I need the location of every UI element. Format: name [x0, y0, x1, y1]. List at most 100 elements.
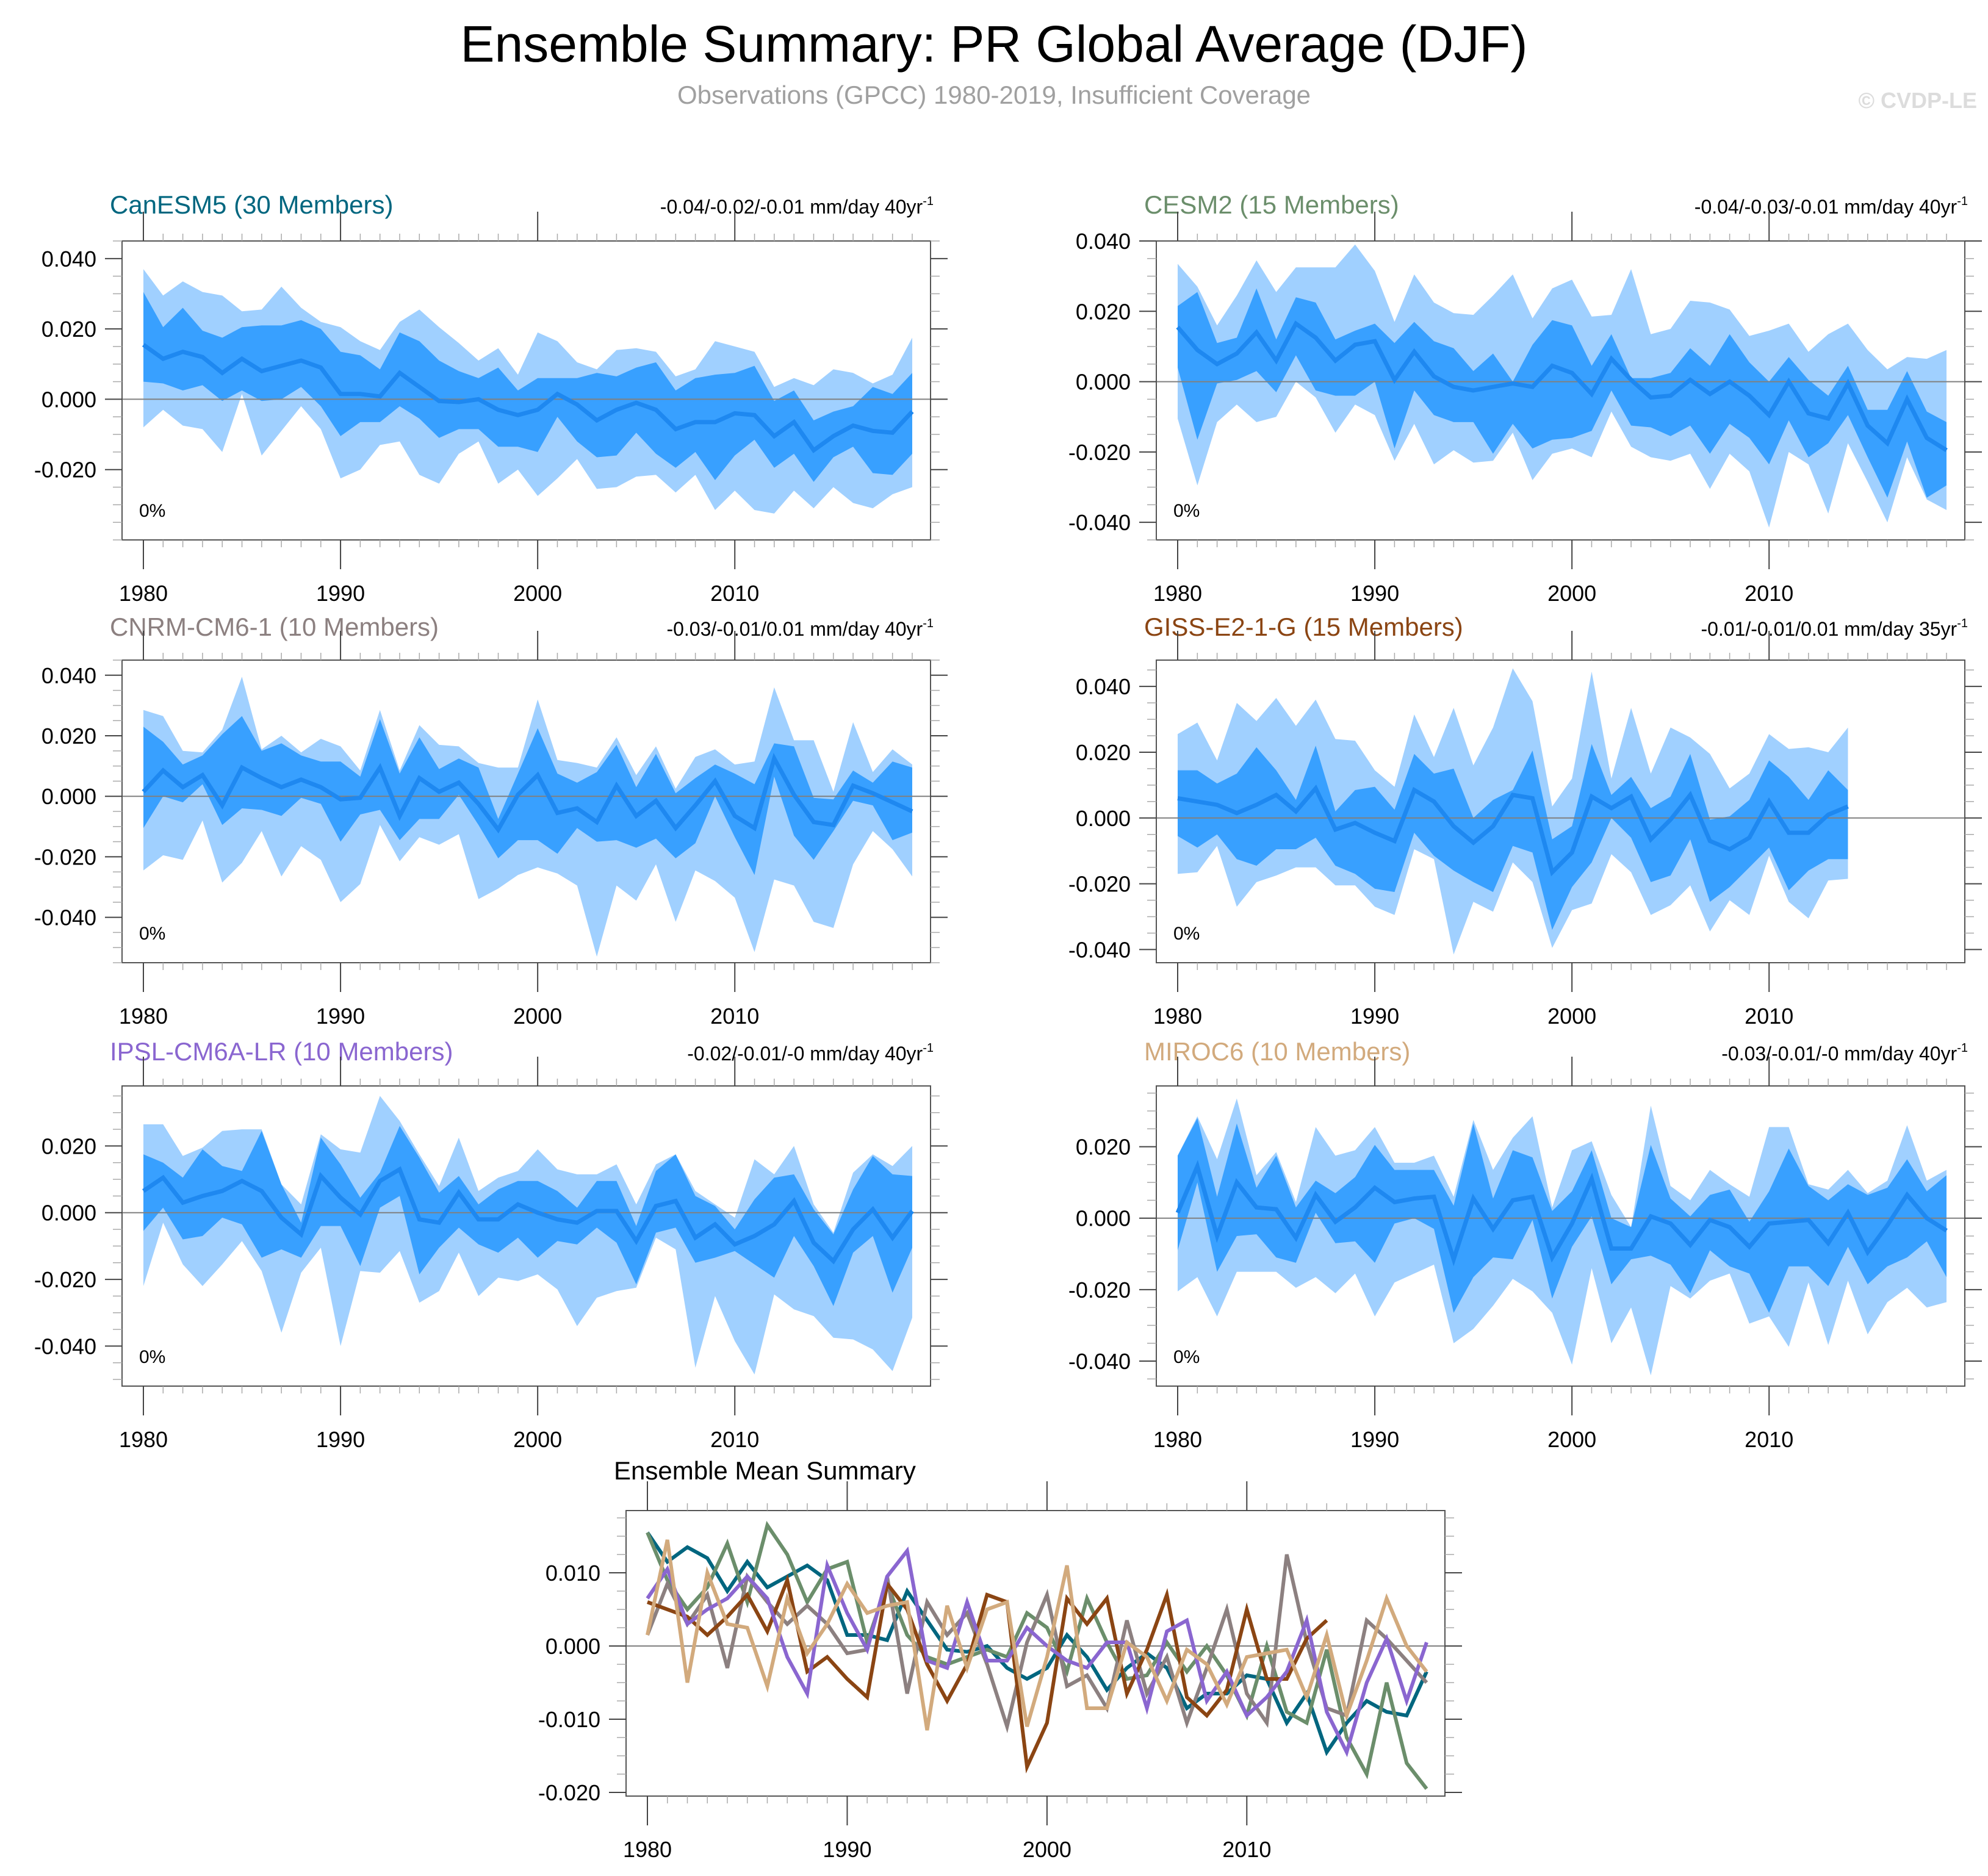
plot-frame [625, 1510, 1446, 1797]
figure-title: Ensemble Summary: PR Global Average (DJF… [460, 15, 1528, 73]
y-tick-label: 0.040 [1076, 229, 1131, 254]
x-tick-label: 2000 [1547, 1004, 1596, 1029]
x-tick-label: 2000 [1547, 1427, 1596, 1452]
x-tick-label: 1990 [1350, 581, 1399, 606]
figure-subtitle: Observations (GPCC) 1980-2019, Insuffici… [677, 81, 1311, 109]
y-tick-label: -0.040 [34, 905, 96, 930]
ensemble-mean-line [142, 1166, 914, 1265]
x-tick-label: 1980 [1153, 1427, 1202, 1452]
y-tick-label: 0.020 [41, 317, 96, 342]
coverage-annotation: 0% [139, 501, 165, 521]
x-tick-label: 2000 [513, 581, 562, 606]
trend-label: -0.02/-0.01/-0 mm/day 40yr-1 [687, 1041, 934, 1065]
x-tick-label: 1990 [316, 1004, 365, 1029]
x-tick-label: 1980 [119, 581, 168, 606]
x-tick-label: 1990 [1350, 1427, 1399, 1452]
x-tick-label: 2010 [710, 1004, 759, 1029]
panel-title: CESM2 (15 Members) [1144, 190, 1399, 219]
trend-text: -0.03/-0.01/0.01 mm/day 40yr [666, 618, 923, 640]
panel-3: GISS-E2-1-G (15 Members) -0.01/-0.01/0.01… [1068, 613, 1982, 1029]
trend-superscript: -1 [923, 195, 934, 208]
ensemble-mean-line [142, 752, 913, 834]
coverage-annotation: 0% [139, 924, 165, 944]
x-tick-label: 2010 [710, 1427, 759, 1452]
trend-text: -0.01/-0.01/0.01 mm/day 35yr [1701, 618, 1957, 640]
trend-superscript: -1 [923, 617, 934, 630]
y-tick-label: -0.020 [538, 1780, 600, 1805]
panel-title: GISS-E2-1-G (15 Members) [1144, 613, 1463, 641]
x-tick-label: 2010 [1222, 1837, 1271, 1862]
y-tick-label: 0.040 [1076, 674, 1131, 699]
x-tick-label: 2010 [1745, 581, 1793, 606]
series-line-miroc6 [646, 1539, 1428, 1731]
plot-frame [1156, 240, 1965, 541]
trend-label: -0.01/-0.01/0.01 mm/day 35yr-1 [1701, 617, 1968, 640]
x-tick-label: 1990 [316, 1427, 365, 1452]
trend-label: -0.03/-0.01/-0 mm/day 40yr-1 [1721, 1041, 1968, 1065]
x-tick-label: 2000 [1547, 581, 1596, 606]
x-tick-label: 1990 [823, 1837, 871, 1862]
panel-1: CESM2 (15 Members) -0.04/-0.03/-0.01 mm/d… [1068, 190, 1982, 606]
x-tick-label: 2000 [513, 1004, 562, 1029]
panel-6: Ensemble Mean Summary 1980 1990 2000 2010 -0.… [538, 1456, 1462, 1862]
trend-label: -0.04/-0.03/-0.01 mm/day 40yr-1 [1694, 195, 1968, 218]
plot-frame [121, 240, 931, 541]
coverage-annotation: 0% [139, 1347, 165, 1367]
y-tick-label: 0.020 [41, 724, 96, 749]
trend-text: -0.04/-0.02/-0.01 mm/day 40yr [660, 196, 923, 218]
panel-5: MIROC6 (10 Members) -0.03/-0.01/-0 mm/day… [1068, 1037, 1982, 1452]
trend-superscript: -1 [923, 1041, 934, 1055]
x-tick-label: 1980 [1153, 1004, 1202, 1029]
y-tick-label: 0.000 [1076, 806, 1131, 831]
ensemble-mean-line [1176, 320, 1948, 452]
y-tick-label: 0.010 [546, 1561, 600, 1586]
inner-spread-band [1178, 744, 1848, 930]
trend-text: -0.04/-0.03/-0.01 mm/day 40yr [1694, 196, 1957, 218]
series-line-cnrm-cm6-1 [646, 1554, 1428, 1734]
y-tick-label: 0.020 [1076, 1135, 1131, 1160]
y-tick-label: 0.000 [41, 1201, 96, 1226]
panel-title: Ensemble Mean Summary [614, 1456, 916, 1485]
y-tick-label: 0.000 [41, 784, 96, 809]
y-tick-label: -0.020 [34, 844, 96, 869]
trend-text: -0.02/-0.01/-0 mm/day 40yr [687, 1043, 923, 1065]
inner-spread-band [1178, 1118, 1947, 1313]
y-tick-label: -0.040 [1068, 510, 1131, 535]
inner-spread-band [143, 292, 912, 482]
y-tick-label: -0.020 [1068, 1278, 1131, 1303]
y-tick-label: 0.000 [41, 387, 96, 412]
y-tick-label: 0.040 [41, 663, 96, 688]
y-tick-label: -0.040 [34, 1334, 96, 1359]
panel-2: CNRM-CM6-1 (10 Members) -0.03/-0.01/0.01 … [34, 613, 948, 1029]
coverage-annotation: 0% [1173, 501, 1200, 521]
trend-label: -0.04/-0.02/-0.01 mm/day 40yr-1 [660, 195, 934, 218]
inner-spread-band [143, 716, 912, 875]
y-tick-label: 0.020 [1076, 299, 1131, 324]
y-tick-label: -0.010 [538, 1707, 600, 1732]
x-tick-label: 2010 [1745, 1004, 1793, 1029]
panel-title: CNRM-CM6-1 (10 Members) [110, 613, 439, 641]
y-tick-label: 0.000 [546, 1634, 600, 1659]
ensemble-mean-line [1177, 784, 1849, 877]
trend-superscript: -1 [1957, 195, 1968, 208]
x-tick-label: 1980 [623, 1837, 672, 1862]
coverage-annotation: 0% [1173, 1347, 1200, 1367]
ensemble-mean-line [142, 343, 914, 453]
y-tick-label: 0.020 [1076, 740, 1131, 765]
x-tick-label: 1980 [119, 1004, 168, 1029]
inner-spread-band [143, 1126, 912, 1306]
plot-frame [1156, 659, 1965, 963]
ensemble-mean-line [1175, 1160, 1948, 1267]
series-line-giss-e2-1-g [646, 1573, 1328, 1774]
trend-superscript: -1 [1957, 1041, 1968, 1055]
x-tick-label: 1990 [316, 581, 365, 606]
series-line-canesm5 [646, 1531, 1428, 1756]
watermark: © CVDP-LE [1858, 88, 1977, 113]
y-tick-label: -0.020 [34, 1267, 96, 1292]
coverage-annotation: 0% [1173, 924, 1200, 944]
x-tick-label: 2010 [1745, 1427, 1793, 1452]
y-tick-label: -0.040 [1068, 1349, 1131, 1374]
x-tick-label: 2010 [710, 581, 759, 606]
x-tick-label: 1980 [1153, 581, 1202, 606]
y-tick-label: -0.020 [1068, 872, 1131, 897]
